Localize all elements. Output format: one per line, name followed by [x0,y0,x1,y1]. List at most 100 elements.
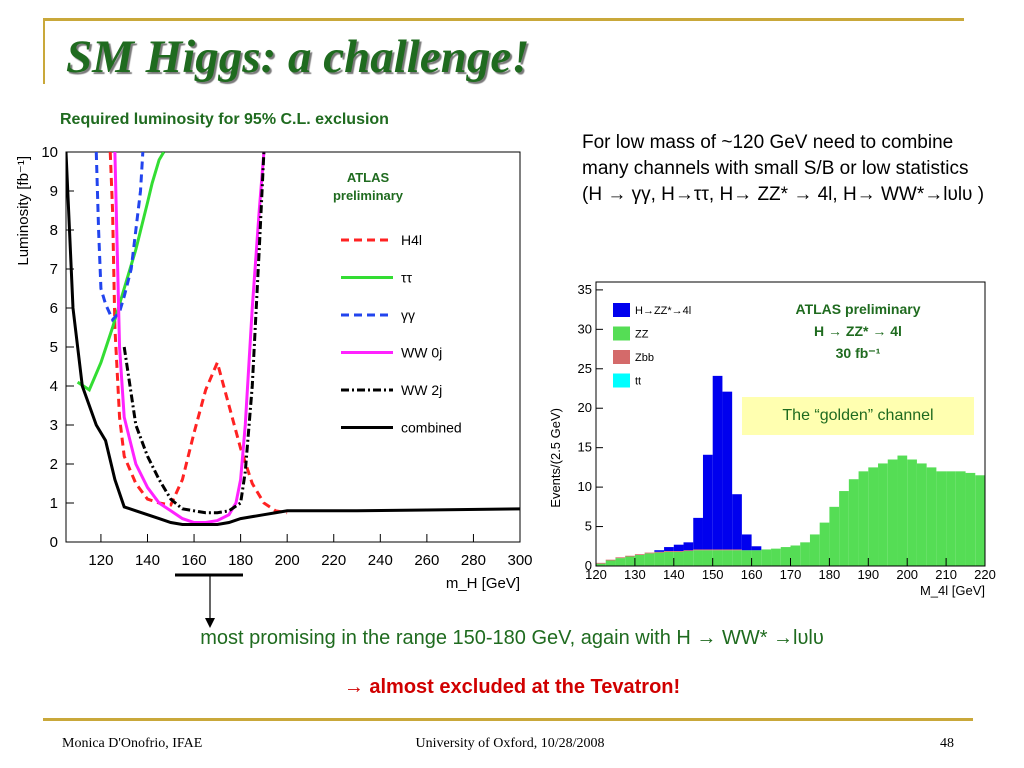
footer-divider [43,718,973,721]
hist-bar-zz [868,467,879,566]
lumi-y-tick-label: 7 [50,261,58,278]
hist-x-axis-label: M_4l [GeV] [920,583,985,598]
lumi-series-h4l [108,152,288,515]
hist-bar-zz [946,471,956,566]
hist-bar-zz [625,556,635,566]
hist-bar-zz [596,563,606,566]
lumi-y-tick-label: 3 [50,417,58,434]
lumi-series-ww-2j [122,152,266,515]
lumi-x-tick-label: 300 [507,552,532,569]
lumi-y-tick-label: 5 [50,339,58,356]
hist-bar-h-zz-4l [654,550,665,552]
hist-x-tick-label: 220 [974,567,996,582]
hist-bar-zbb [596,562,606,564]
lumi-legend-label: γγ [401,307,415,323]
lumi-x-tick-label: 140 [135,552,160,569]
hist-bar-zz [878,463,888,566]
lumi-legend-label: WW 0j [401,345,442,361]
luminosity-chart: 120 140 160 180 200 220 240 260 280 300 0 1 2 3 4 5 6 7 8 9… [15,144,533,592]
hist-bar-zz [955,471,966,566]
hist-bars-group [596,375,985,566]
lumi-legend-label: WW 2j [401,382,442,398]
hist-bar-zz [673,551,684,566]
lumi-annotation: preliminary [333,188,404,203]
hist-bar-zbb [634,554,645,555]
hist-bar-h-zz-4l [693,517,703,550]
hist-legend-label: Zbb [635,352,654,364]
hist-bar-zz [771,548,781,566]
hist-bar-zz [605,560,616,566]
hist-bar-zbb [683,550,694,552]
hist-bar-zz [654,552,665,566]
lumi-y-tick-label: 4 [50,378,58,395]
hist-bar-zz [848,479,859,566]
lumi-legend-label: ττ [401,270,413,286]
hist-annotation: ATLAS preliminary [796,301,921,317]
hist-bar-zz [858,471,869,566]
hist-bar-zz [907,459,917,566]
hist-bar-zz [664,551,674,566]
hist-legend-swatch [613,373,630,388]
lumi-y-tick-label: 8 [50,222,58,239]
lumi-x-tick-label: 280 [461,552,486,569]
hist-bar-h-zz-4l [664,547,674,552]
hist-bar-zz [790,545,801,566]
slide-title: SM Higgs: a challenge! [66,31,530,83]
hist-legend-swatch [613,350,630,364]
hist-y-tick-label: 30 [578,321,592,336]
lumi-series-ww-0j [113,152,266,524]
hist-bar-zz [702,550,713,566]
lumi-x-tick-label: 260 [414,552,439,569]
hist-x-tick-label: 200 [896,567,918,582]
hist-bar-zz [732,550,742,566]
hist-bar-h-zz-4l [732,494,742,550]
hist-x-tick-label: 180 [819,567,841,582]
footer-page-number: 48 [940,736,954,751]
hist-bar-h-zz-4l [683,542,694,551]
hist-bar-h-zz-4l [722,391,733,550]
hist-bar-zz [644,553,655,566]
title-accent-bar [43,18,45,84]
footer-author: Monica D'Onofrio, IFAE [62,736,203,751]
hist-bar-h-zz-4l [712,375,723,550]
hist-bar-zz [712,550,723,566]
lumi-y-axis-label: Luminosity [fb⁻¹] [15,156,32,266]
hist-bar-zbb [673,551,684,552]
hist-x-tick-label: 150 [702,567,724,582]
hist-bar-zz [819,522,830,566]
mass-histogram: 120 130 140 150 160 170 180 190 200 210 220 0 5 10 15 2… [548,281,996,598]
hist-bar-zbb [702,549,713,551]
bottom-statement: most promising in the range 150-180 GeV,… [200,627,824,649]
hist-bar-zz [683,551,694,566]
hist-bar-h-zz-4l [673,544,684,552]
lumi-y-tick-label: 10 [41,144,58,161]
lumi-x-tick-label: 220 [321,552,346,569]
tevatron-statement: → almost excluded at the Tevatron! [343,676,681,698]
hist-x-tick-label: 120 [585,567,607,582]
lumi-x-tick-label: 240 [368,552,393,569]
hist-bar-zbb [732,549,742,551]
hist-y-tick-label: 35 [578,282,592,297]
hist-bar-zbb [693,549,703,551]
range-marker [175,573,243,628]
range-arrow-head [205,618,215,628]
hist-y-tick-label: 20 [578,400,592,415]
lumi-annotation: ATLAS [347,170,390,185]
hist-bar-zbb [625,555,635,557]
lumi-x-tick-label: 200 [275,552,300,569]
hist-x-tick-label: 140 [663,567,685,582]
hist-bar-zbb [722,549,733,551]
hist-bar-zz [926,467,937,566]
hist-y-tick-label: 25 [578,361,592,376]
hist-bar-zz [761,549,772,566]
hist-bar-zz [839,491,849,566]
lumi-legend-label: H4l [401,232,422,248]
hist-bar-zbb [644,552,655,554]
hist-legend-swatch [613,326,630,341]
hist-legend-label: H→ZZ*→4l [635,305,691,317]
hist-x-tick-label: 160 [741,567,763,582]
hist-x-tick-label: 210 [935,567,957,582]
hist-bar-zz [965,472,976,566]
hist-annotation: 30 fb⁻¹ [836,345,881,361]
hist-bar-zbb [654,551,665,553]
